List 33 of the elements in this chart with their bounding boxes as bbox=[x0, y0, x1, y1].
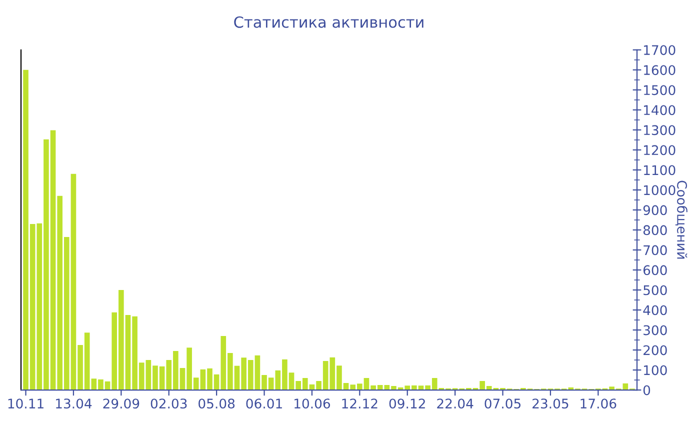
y-tick-label: 200 bbox=[644, 345, 667, 356]
y-tick-label: 1400 bbox=[644, 105, 676, 116]
y-tick-label: 1600 bbox=[644, 65, 676, 76]
x-tick-label: 10.11 bbox=[8, 398, 44, 409]
y-tick-label: 100 bbox=[644, 365, 667, 376]
y-tick-label: 300 bbox=[644, 325, 667, 336]
x-tick-label: 05.08 bbox=[198, 398, 235, 409]
y-tick-label: 400 bbox=[643, 305, 667, 316]
x-tick-label: 22.04 bbox=[437, 398, 474, 409]
y-tick-label: 600 bbox=[643, 265, 667, 276]
y-tick-label: 1500 bbox=[644, 85, 676, 96]
x-tick-label: 02.03 bbox=[150, 398, 187, 409]
x-tick-label: 12.12 bbox=[342, 398, 378, 408]
chart-title: Статистика активности bbox=[234, 16, 424, 28]
x-tick-label: 09.12 bbox=[389, 398, 425, 409]
y-tick-label: 800 bbox=[643, 225, 667, 236]
x-tick-label: 23.05 bbox=[532, 398, 568, 409]
y-tick-label: 1300 bbox=[644, 125, 676, 136]
x-tick-label: 13.04 bbox=[56, 398, 92, 409]
x-tick-label: 29.09 bbox=[103, 398, 140, 409]
y-tick-label: 1200 bbox=[644, 145, 676, 156]
x-tick-label: 07.05 bbox=[484, 398, 520, 409]
x-tick-label: 06.01 bbox=[246, 398, 282, 409]
y-tick-label: 1000 bbox=[644, 185, 676, 196]
y-tick-label: 0 bbox=[643, 385, 650, 396]
x-tick-label: 10.06 bbox=[294, 398, 330, 409]
y-tick-label: 500 bbox=[644, 285, 667, 296]
y-tick-label: 1700 bbox=[644, 45, 676, 56]
x-tick-label: 17.06 bbox=[580, 398, 616, 409]
y-tick-label: 900 bbox=[643, 205, 667, 216]
y-tick-label: 700 bbox=[644, 245, 667, 256]
y-axis-title: Сообщений bbox=[675, 180, 688, 259]
y-tick-label: 1100 bbox=[644, 165, 676, 176]
